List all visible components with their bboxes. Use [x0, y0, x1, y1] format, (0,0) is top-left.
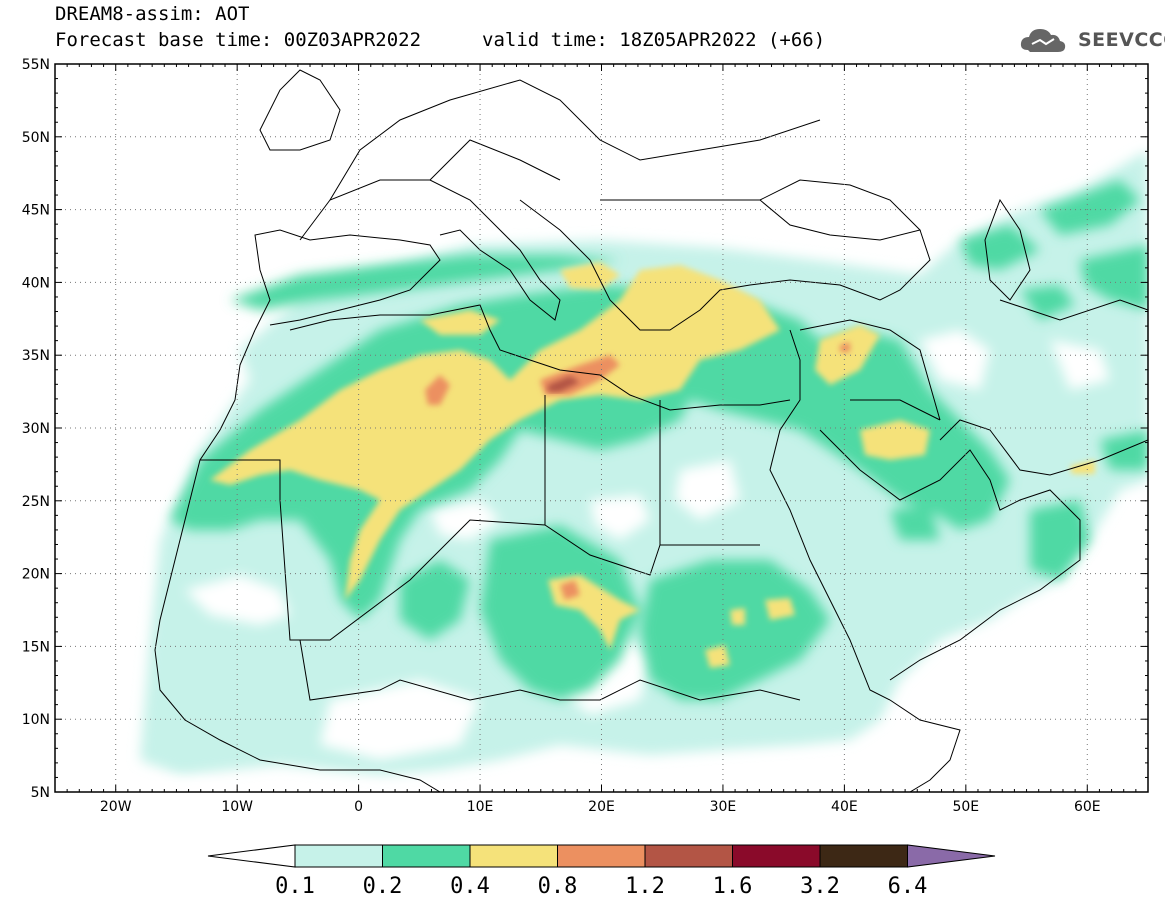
lat-label: 35N: [22, 348, 50, 364]
colorbar-segment: [557, 844, 646, 868]
map-title: DREAM8-assim: AOT: [55, 3, 250, 25]
lon-axis: 20W 10W 0 10E 20E 30E 40E 50E 60E: [54, 64, 1149, 815]
lat-label: 40N: [22, 275, 50, 291]
borders-europe: [329, 79, 821, 201]
lat-label: 15N: [22, 639, 50, 655]
coast-iberia: [254, 229, 441, 331]
coast-caspian: [984, 198, 1031, 301]
colorbar-under-arrow: [207, 844, 296, 868]
lon-label: 30E: [710, 799, 737, 815]
lon-label: 10E: [467, 799, 494, 815]
coast-black-sea: [759, 179, 921, 241]
colorbar-label: 3.2: [800, 874, 840, 899]
forecast-base-time: Forecast base time: 00Z03APR2022: [55, 29, 422, 51]
coast-horn-africa: [889, 699, 961, 792]
logo-text: SEEVCCC: [1078, 29, 1165, 51]
lat-axis: 55N 50N 45N 40N 35N 30N 25N 20N 15N 10N 5N: [22, 57, 1148, 801]
colorbar-label: 0.2: [363, 874, 403, 899]
colorbar-over-arrow: [907, 844, 996, 868]
coast-france-italy: [299, 179, 561, 321]
coast-north-africa: [289, 304, 791, 411]
aot-level-0-1: [140, 150, 1148, 775]
lat-label: 30N: [22, 421, 50, 437]
borders-egypt-libya: [544, 395, 661, 545]
lat-label: 50N: [22, 130, 50, 146]
colorbar-segment: [644, 844, 733, 868]
borders-sahara: [200, 459, 760, 641]
lat-label: 45N: [22, 203, 50, 219]
lon-label: 60E: [1074, 799, 1101, 815]
colorbar-label: 0.1: [275, 874, 315, 899]
lat-label: 25N: [22, 494, 50, 510]
lon-label: 0: [354, 799, 363, 815]
colorbar-segment: [732, 844, 821, 868]
aot-level-1-2: [548, 376, 580, 392]
colorbar-label: 1.2: [625, 874, 665, 899]
lon-label: 40E: [831, 799, 858, 815]
colorbar-segment: [469, 844, 558, 868]
coastlines-borders: [154, 69, 1148, 792]
colorbar-label: 6.4: [888, 874, 928, 899]
colorbar-segment: [294, 844, 383, 868]
coast-west-africa: [154, 329, 441, 792]
coast-arabia: [819, 429, 1081, 681]
valid-time: valid time: 18Z05APR2022 (+66): [482, 29, 826, 51]
lon-label: 20E: [588, 799, 615, 815]
coast-britain: [259, 69, 341, 151]
lat-label: 55N: [22, 57, 50, 73]
colorbar-label: 0.8: [538, 874, 578, 899]
lat-label: 20N: [22, 567, 50, 583]
colorbar-segment: [382, 844, 471, 868]
coast-persian-gulf: [939, 419, 1148, 476]
lat-label: 10N: [22, 712, 50, 728]
colorbar: 0.1 0.2 0.4 0.8 1.2 1.6 3.2 6.4: [207, 844, 996, 899]
colorbar-label: 1.6: [713, 874, 753, 899]
lon-label: 50E: [952, 799, 979, 815]
cloud-logo-icon: [1020, 29, 1066, 52]
borders-central-africa: [299, 639, 801, 701]
lat-label: 5N: [31, 785, 50, 801]
coast-balkans-greece: [519, 199, 931, 331]
lon-label: 10W: [221, 799, 253, 815]
colorbar-label: 0.4: [450, 874, 490, 899]
coast-levant-red-sea: [769, 329, 891, 701]
aot-contour-fields: [140, 150, 1148, 792]
graticule: [55, 64, 1148, 792]
lon-label: 20W: [100, 799, 132, 815]
colorbar-segment: [819, 844, 908, 868]
borders-middle-east: [799, 299, 1148, 421]
